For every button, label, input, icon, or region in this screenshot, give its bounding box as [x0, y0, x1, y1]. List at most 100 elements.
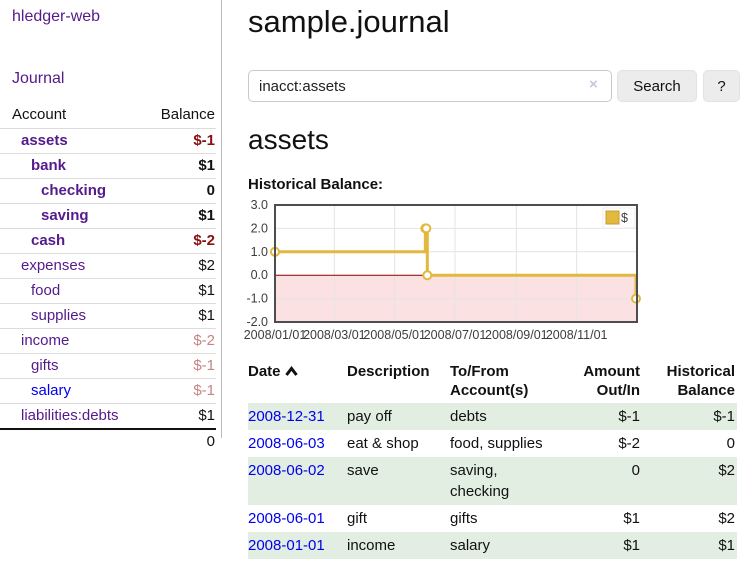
date-cell: 2008-01-01	[248, 532, 347, 559]
transaction-row: 2008-01-01 income salary $1 $1	[248, 532, 737, 559]
balance-cell: 0	[726, 435, 735, 452]
transaction-date-link[interactable]: 2008-06-02	[248, 462, 325, 479]
account-link[interactable]: income	[21, 332, 70, 349]
col-header-balance[interactable]: Historical Balance	[666, 363, 735, 399]
search-input[interactable]	[248, 70, 612, 102]
legend-label: $	[621, 211, 628, 225]
transaction-date-link[interactable]: 2008-06-01	[248, 510, 325, 527]
account-balance: $1	[137, 203, 216, 229]
account-balance: 0	[137, 178, 216, 204]
y-axis-tick-label: 1.0	[251, 245, 268, 259]
account-row: income $-2	[0, 328, 216, 354]
account-balance: $-2	[137, 228, 216, 254]
amount-cell: $1	[623, 510, 640, 527]
account-row: saving $1	[0, 203, 216, 229]
account-balance: $1	[137, 153, 216, 179]
amount-cell: $-2	[618, 435, 640, 452]
description-cell: pay off	[347, 408, 392, 425]
transaction-date-link[interactable]: 2008-12-31	[248, 408, 325, 425]
accounts-table-body: assets $-1 bank $1 checking 0 saving $1 cash $-2 e…	[0, 128, 216, 429]
y-axis-tick-label: -1.0	[246, 292, 268, 306]
sidebar-item-journal[interactable]: Journal	[12, 70, 65, 87]
account-link[interactable]: liabilities:debts	[21, 407, 119, 424]
sort-ascending-icon	[284, 363, 298, 382]
account-row: gifts $-1	[0, 353, 216, 379]
account-balance: $1	[137, 278, 216, 304]
account-link[interactable]: food	[31, 282, 61, 299]
col-header-description[interactable]: Description	[347, 363, 430, 380]
clear-search-icon[interactable]: ×	[589, 76, 598, 93]
account-row: salary $-1	[0, 378, 216, 404]
transactions-header-row: Date Description To/From Account(s) Amou…	[248, 361, 737, 403]
description-cell: save	[347, 462, 379, 479]
col-header-date[interactable]: Date	[248, 361, 347, 403]
account-heading: assets	[248, 124, 329, 155]
x-axis-tick-label: 2008/11/01	[546, 328, 608, 342]
account-row: food $1	[0, 278, 216, 304]
transaction-row: 2008-06-03 eat & shop food, supplies $-2 0	[248, 430, 737, 457]
help-button[interactable]: ?	[703, 70, 740, 102]
accounts-cell: debts	[450, 408, 487, 425]
account-row: assets $-1	[0, 128, 216, 154]
account-link[interactable]: cash	[31, 232, 66, 249]
account-link[interactable]: checking	[41, 182, 107, 199]
accounts-table: Account Balance assets $-1 bank $1 checking 0…	[0, 102, 216, 454]
y-axis-tick-label: 0.0	[251, 268, 268, 282]
sidebar: hledger-web Journal Account Balance asse…	[0, 0, 222, 454]
account-link[interactable]: gifts	[31, 357, 59, 374]
account-link[interactable]: supplies	[31, 307, 87, 324]
chart-title: Historical Balance:	[248, 176, 384, 193]
x-axis-tick-label: 2008/09/01	[485, 328, 548, 342]
account-row: supplies $1	[0, 303, 216, 329]
legend-swatch	[605, 210, 620, 225]
amount-cell: 0	[631, 462, 640, 479]
balance-cell: $2	[718, 462, 735, 479]
amount-cell: $-1	[618, 408, 640, 425]
x-axis-tick-label: 2008/03/01	[303, 328, 366, 342]
main-content: sample.journal × Search ? assets Histori…	[244, 0, 742, 582]
transaction-row: 2008-06-02 save saving, checking 0 $2	[248, 457, 737, 505]
search-button[interactable]: Search	[617, 70, 697, 102]
account-link[interactable]: salary	[31, 382, 72, 399]
transaction-date-link[interactable]: 2008-01-01	[248, 537, 325, 554]
account-balance: $-1	[137, 128, 216, 154]
account-link[interactable]: expenses	[21, 257, 86, 274]
account-balance: $1	[137, 303, 216, 329]
y-axis-tick-label: -2.0	[246, 315, 268, 329]
account-link[interactable]: bank	[31, 157, 67, 174]
account-link[interactable]: assets	[21, 132, 68, 149]
x-axis-tick-label: 2008/05/01	[363, 328, 426, 342]
account-balance: $-1	[137, 353, 216, 379]
date-cell: 2008-06-02	[248, 457, 347, 505]
description-cell: eat & shop	[347, 435, 419, 452]
date-cell: 2008-12-31	[248, 403, 347, 430]
accounts-cell: food, supplies	[450, 435, 543, 452]
accounts-total-value: 0	[137, 428, 216, 454]
y-axis-tick-label: 2.0	[251, 221, 268, 235]
transaction-date-link[interactable]: 2008-06-03	[248, 435, 325, 452]
plot-border	[274, 204, 638, 323]
date-header-label: Date	[248, 363, 281, 380]
balance-cell: $2	[718, 510, 735, 527]
balance-cell: $-1	[713, 408, 735, 425]
app-brand-link[interactable]: hledger-web	[12, 8, 101, 25]
balance-column-header: Balance	[160, 106, 215, 123]
date-cell: 2008-06-03	[248, 430, 347, 457]
transactions-table: Date Description To/From Account(s) Amou…	[248, 361, 737, 559]
balance-cell: $1	[718, 537, 735, 554]
amount-cell: $1	[623, 537, 640, 554]
data-point-marker	[421, 223, 432, 234]
accounts-cell: gifts	[450, 510, 478, 527]
search-bar: × Search ?	[248, 70, 742, 102]
transaction-row: 2008-12-31 pay off debts $-1 $-1	[248, 403, 737, 430]
account-balance: $-2	[137, 328, 216, 354]
accounts-cell: salary	[450, 537, 491, 554]
accounts-table-header: Account Balance	[0, 102, 216, 129]
account-link[interactable]: saving	[41, 207, 89, 224]
account-row: checking 0	[0, 178, 216, 204]
col-header-accounts[interactable]: To/From Account(s)	[450, 363, 529, 399]
col-header-amount[interactable]: Amount Out/In	[583, 363, 640, 399]
account-balance: $-1	[137, 378, 216, 404]
accounts-cell: saving, checking	[450, 462, 510, 500]
account-row: expenses $2	[0, 253, 216, 279]
